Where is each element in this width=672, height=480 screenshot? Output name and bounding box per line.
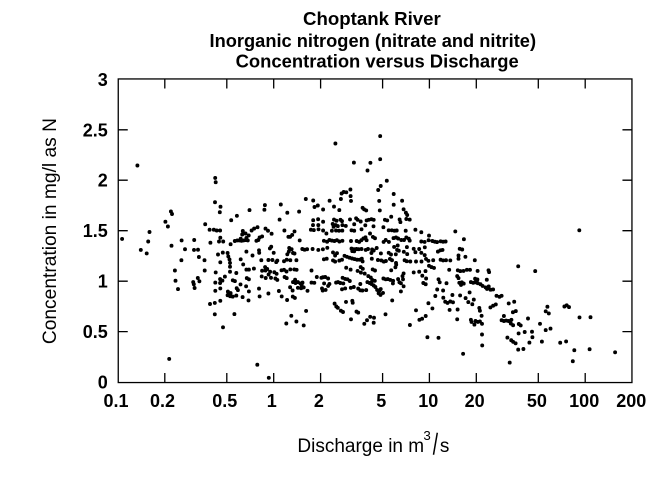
svg-text:0.5: 0.5	[212, 391, 237, 411]
svg-text:Choptank River: Choptank River	[303, 8, 441, 29]
svg-text:Inorganic nitrogen (nitrate an: Inorganic nitrogen (nitrate and nitrite)	[210, 30, 536, 51]
svg-text:20: 20	[465, 391, 485, 411]
svg-text:200: 200	[616, 391, 646, 411]
svg-text:10: 10	[418, 391, 438, 411]
svg-text:0.1: 0.1	[103, 391, 128, 411]
svg-text:0.5: 0.5	[83, 322, 108, 342]
svg-text:2: 2	[98, 171, 108, 191]
svg-text:s: s	[440, 436, 450, 457]
svg-text:Discharge in m: Discharge in m	[297, 436, 424, 457]
svg-text:1.5: 1.5	[83, 221, 108, 241]
svg-text:Concentration in mg/l as N: Concentration in mg/l as N	[40, 118, 61, 344]
svg-text:0: 0	[98, 373, 108, 393]
svg-text:100: 100	[569, 391, 599, 411]
svg-text:1: 1	[98, 272, 108, 292]
svg-text:50: 50	[527, 391, 547, 411]
svg-text:0.2: 0.2	[150, 391, 175, 411]
svg-text:5: 5	[376, 391, 386, 411]
svg-text:Concentration versus Discharge: Concentration versus Discharge	[236, 50, 519, 71]
svg-text:2: 2	[314, 391, 324, 411]
svg-text:1: 1	[267, 391, 277, 411]
svg-text:2.5: 2.5	[83, 120, 108, 140]
svg-text:3: 3	[423, 428, 430, 443]
svg-text:3: 3	[98, 70, 108, 90]
